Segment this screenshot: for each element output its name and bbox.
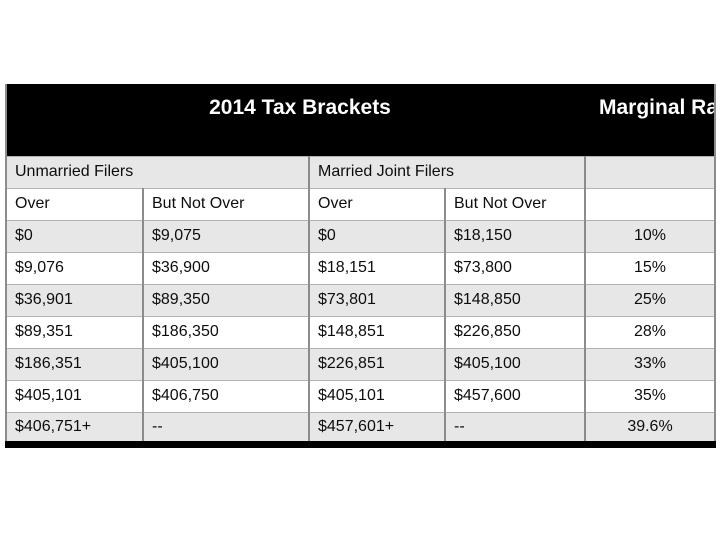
cell-marginal-rate: 28% — [584, 315, 715, 348]
cell-married-not-over: $18,150 — [444, 219, 585, 252]
col-header-unmarried-but-not-over: But Not Over — [142, 187, 309, 220]
cell-married-not-over: $405,100 — [444, 347, 585, 380]
col-header-married-over: Over — [308, 187, 445, 220]
cell-unmarried-not-over: $89,350 — [142, 283, 309, 316]
table-head: 2014 Tax Brackets Marginal Rate Unmarrie… — [5, 84, 715, 220]
cell-unmarried-over: $406,751+ — [5, 411, 143, 444]
table-row: $36,901 $89,350 $73,801 $148,850 25% — [5, 283, 715, 316]
marginal-rate-header: Marginal Rate — [585, 84, 715, 156]
cell-married-over: $18,151 — [308, 251, 445, 284]
cell-marginal-rate: 33% — [584, 347, 715, 380]
cell-married-over: $405,101 — [308, 379, 445, 412]
cell-unmarried-not-over: $405,100 — [142, 347, 309, 380]
table-row: $406,751+ -- $457,601+ -- 39.6% — [5, 411, 715, 444]
cell-unmarried-not-over: $186,350 — [142, 315, 309, 348]
cell-unmarried-not-over: $406,750 — [142, 379, 309, 412]
cell-marginal-rate: 15% — [584, 251, 715, 284]
group-header-rate-spacer — [584, 155, 715, 188]
cell-married-not-over: $457,600 — [444, 379, 585, 412]
cell-married-over: $73,801 — [308, 283, 445, 316]
title-row: 2014 Tax Brackets Marginal Rate — [6, 84, 715, 156]
cell-marginal-rate: 25% — [584, 283, 715, 316]
cell-married-over: $0 — [308, 219, 445, 252]
cell-married-not-over: $148,850 — [444, 283, 585, 316]
group-header-married-joint-filers: Married Joint Filers — [308, 155, 585, 188]
col-header-unmarried-over: Over — [5, 187, 143, 220]
cell-unmarried-over: $0 — [5, 219, 143, 252]
cell-unmarried-over: $405,101 — [5, 379, 143, 412]
col-header-married-but-not-over: But Not Over — [444, 187, 585, 220]
cell-marginal-rate: 35% — [584, 379, 715, 412]
col-header-rate-spacer — [584, 187, 715, 220]
cell-married-not-over: -- — [444, 411, 585, 444]
table-body: $0 $9,075 $0 $18,150 10% $9,076 $36,900 … — [5, 219, 715, 444]
cell-married-over: $457,601+ — [308, 411, 445, 444]
cell-marginal-rate: 10% — [584, 219, 715, 252]
cell-marginal-rate: 39.6% — [584, 411, 715, 444]
cell-married-not-over: $73,800 — [444, 251, 585, 284]
table-row: $9,076 $36,900 $18,151 $73,800 15% — [5, 251, 715, 284]
cell-unmarried-over: $186,351 — [5, 347, 143, 380]
group-header-unmarried-filers: Unmarried Filers — [5, 155, 309, 188]
table-row: $186,351 $405,100 $226,851 $405,100 33% — [5, 347, 715, 380]
cell-unmarried-not-over: $36,900 — [142, 251, 309, 284]
cell-unmarried-not-over: -- — [142, 411, 309, 444]
cell-unmarried-over: $9,076 — [5, 251, 143, 284]
cell-married-over: $226,851 — [308, 347, 445, 380]
tax-brackets-table: 2014 Tax Brackets Marginal Rate Unmarrie… — [5, 84, 716, 448]
cell-unmarried-not-over: $9,075 — [142, 219, 309, 252]
column-header-row: Over But Not Over Over But Not Over — [5, 187, 715, 220]
cell-unmarried-over: $89,351 — [5, 315, 143, 348]
table-row: $0 $9,075 $0 $18,150 10% — [5, 219, 715, 252]
table-row: $89,351 $186,350 $148,851 $226,850 28% — [5, 315, 715, 348]
cell-married-over: $148,851 — [308, 315, 445, 348]
group-header-row: Unmarried Filers Married Joint Filers — [5, 155, 715, 188]
cell-married-not-over: $226,850 — [444, 315, 585, 348]
table-row: $405,101 $406,750 $405,101 $457,600 35% — [5, 379, 715, 412]
cell-unmarried-over: $36,901 — [5, 283, 143, 316]
table-title: 2014 Tax Brackets — [6, 84, 585, 156]
